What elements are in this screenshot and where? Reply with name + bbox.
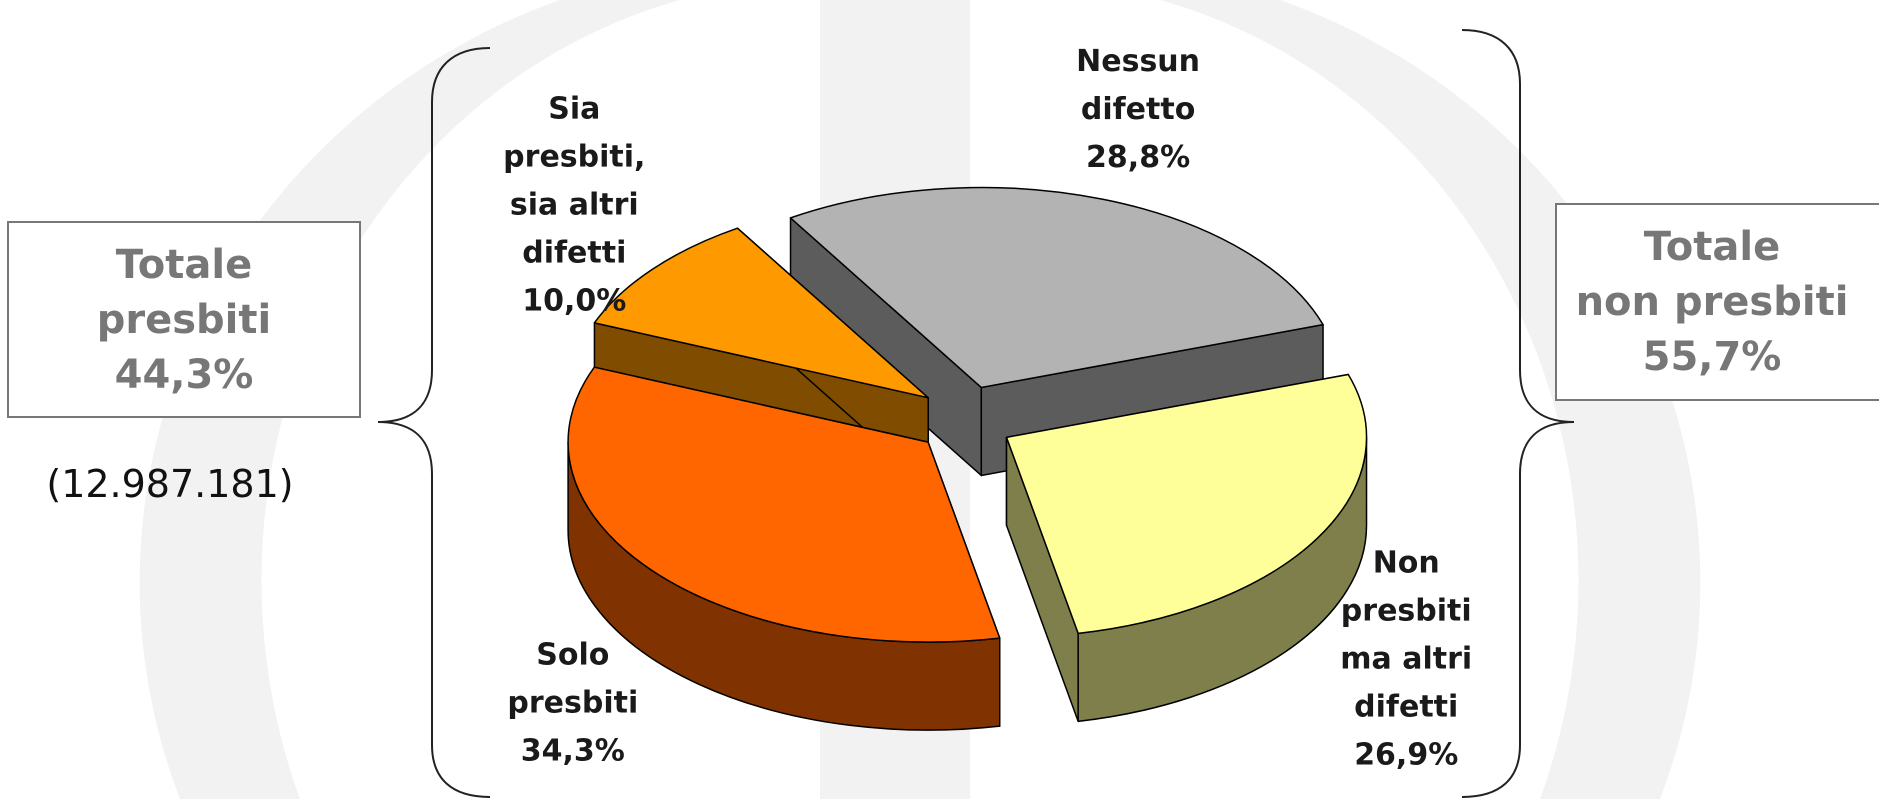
total-presbiti-value: 44,3% bbox=[115, 352, 254, 398]
left-brace bbox=[377, 47, 491, 798]
total-non-presbiti-line: non presbiti bbox=[1576, 279, 1849, 325]
slice-label-line: Nessun bbox=[1076, 44, 1200, 79]
slice-label-sia-presbiti-sia-altri-difetti: Sia presbiti, sia altri difetti 10,0% bbox=[503, 91, 645, 318]
pie-slice-top bbox=[1005, 373, 1368, 635]
total-presbiti-line: Totale bbox=[116, 242, 252, 288]
slice-label-line: difetto bbox=[1081, 92, 1195, 127]
pie-slice-top bbox=[593, 227, 929, 399]
total-non-presbiti-line: Totale bbox=[1644, 224, 1780, 270]
total-non-presbiti-value: 55,7% bbox=[1643, 334, 1782, 380]
slice-label-line: Solo bbox=[536, 638, 609, 673]
pie-slice-top bbox=[789, 186, 1324, 389]
slice-label-line: ma altri bbox=[1340, 641, 1472, 676]
slice-label-non-presbiti-ma-altri-difetti: Non presbiti ma altri difetti 26,9% bbox=[1340, 545, 1472, 772]
slice-label-nessun-difetto: Nessun difetto 28,8% bbox=[1076, 44, 1200, 175]
pie-slice-top bbox=[567, 366, 1001, 643]
pie-slice-non-presbiti-ma-altri-difetti bbox=[1005, 373, 1368, 723]
slice-label-value: 26,9% bbox=[1354, 737, 1458, 772]
total-presbiti-box: Totale presbiti 44,3% bbox=[7, 221, 361, 418]
slice-label-line: presbiti, bbox=[503, 139, 645, 174]
slice-label-line: presbiti bbox=[1341, 593, 1472, 628]
slice-label-line: difetti bbox=[1354, 689, 1458, 724]
right-brace bbox=[1461, 29, 1575, 798]
total-presbiti-line: presbiti bbox=[97, 297, 271, 343]
slice-label-line: Sia bbox=[548, 91, 600, 126]
slice-label-value: 28,8% bbox=[1086, 140, 1190, 175]
slice-label-solo-presbiti: Solo presbiti 34,3% bbox=[507, 638, 638, 769]
slice-label-value: 10,0% bbox=[522, 283, 626, 318]
pie-slice-solo-presbiti bbox=[567, 366, 1001, 731]
slice-label-line: sia altri bbox=[510, 187, 639, 222]
total-presbiti-count: (12.987.181) bbox=[46, 462, 293, 506]
total-non-presbiti-box: Totale non presbiti 55,7% bbox=[1555, 203, 1879, 401]
slice-label-line: presbiti bbox=[507, 686, 638, 721]
slice-label-line: Non bbox=[1373, 545, 1440, 580]
slice-label-line: difetti bbox=[522, 235, 626, 270]
slice-label-value: 34,3% bbox=[521, 734, 625, 769]
